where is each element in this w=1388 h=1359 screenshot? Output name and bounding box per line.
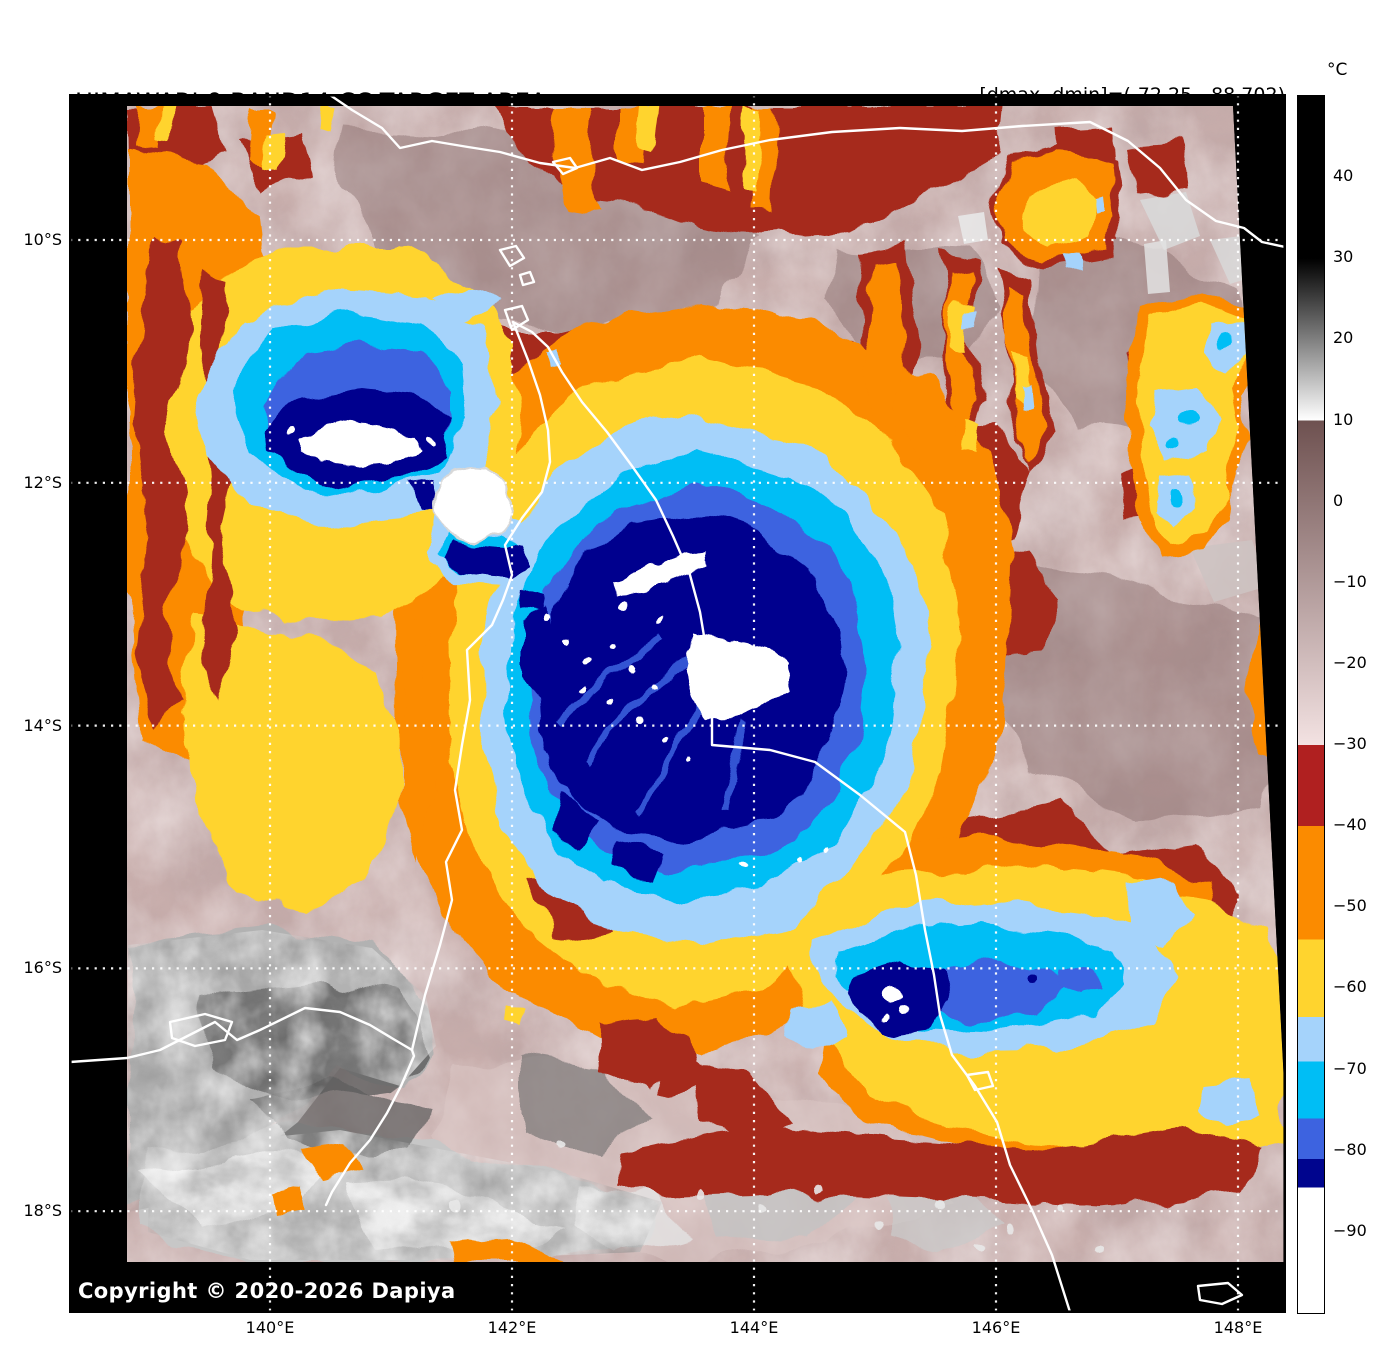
colorbar-tick-label: −30 <box>1333 734 1367 754</box>
cyclone-eye <box>436 466 512 542</box>
lon-tick-label: 146°E <box>972 1318 1021 1337</box>
copyright-label: Copyright © 2020-2026 Dapiya <box>78 1279 456 1303</box>
lat-tick-label: 18°S <box>10 1201 62 1221</box>
lat-tick-label: 12°S <box>10 473 62 493</box>
lon-tick-label: 142°E <box>488 1318 537 1337</box>
colorbar-tick-label: −10 <box>1333 572 1367 592</box>
colorbar-tick-label: 30 <box>1333 247 1353 267</box>
lat-tick-label: 16°S <box>10 958 62 978</box>
satellite-map <box>70 95 1285 1312</box>
colorbar-tick-label: −60 <box>1333 977 1367 997</box>
temperature-colorbar <box>1297 95 1325 1314</box>
colorbar-tick-label: −70 <box>1333 1059 1367 1079</box>
lon-tick-label: 144°E <box>730 1318 779 1337</box>
figure-page: { "header": { "title": "HIMAWARI-9 BAND1… <box>0 0 1388 1359</box>
colorbar-tick-label: 40 <box>1333 166 1353 186</box>
colorbar-tick-label: −20 <box>1333 653 1367 673</box>
colorbar-tick-label: −50 <box>1333 896 1367 916</box>
colorbar-tick-label: −40 <box>1333 815 1367 835</box>
ir-data-layer <box>127 106 1285 1265</box>
lat-tick-label: 14°S <box>10 716 62 736</box>
colorbar-tick-label: 10 <box>1333 410 1353 430</box>
lon-tick-label: 148°E <box>1214 1318 1263 1337</box>
colorbar-tick-label: −90 <box>1333 1221 1367 1241</box>
lat-tick-label: 10°S <box>10 230 62 250</box>
lon-tick-label: 140°E <box>246 1318 295 1337</box>
colorbar-tick-label: 0 <box>1333 491 1343 511</box>
colorbar-tick-label: −80 <box>1333 1140 1367 1160</box>
satellite-image <box>70 95 1285 1312</box>
colorbar-tick-label: 20 <box>1333 328 1353 348</box>
colorbar-unit: °C <box>1327 60 1347 80</box>
